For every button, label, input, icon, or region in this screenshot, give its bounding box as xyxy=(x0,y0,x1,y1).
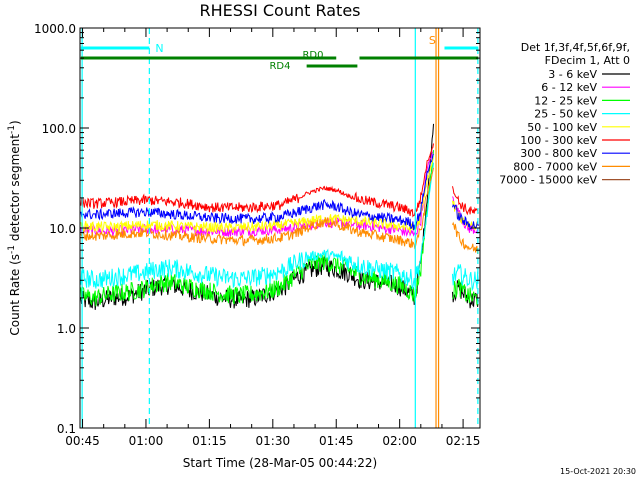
series-line-4-segment-0 xyxy=(80,157,434,234)
series-line-6-segment-1 xyxy=(452,203,479,231)
x-tick-label-2: 01:15 xyxy=(192,434,227,448)
series-line-1-segment-1 xyxy=(452,196,479,234)
legend-header-line1: Det 1f,3f,4f,5f,6f,9f, xyxy=(521,41,630,54)
y-tick-label-0: 0.1 xyxy=(57,422,76,436)
legend-label-5: 100 - 300 keV xyxy=(520,134,597,147)
y-axis-label: Count Rate (s-1 detector segment-1) xyxy=(7,120,22,335)
saa-label: S xyxy=(429,34,436,47)
chart-title: RHESSI Count Rates xyxy=(200,1,361,20)
y-axis-label-sup: -1 xyxy=(7,245,17,254)
legend-label-4: 50 - 100 keV xyxy=(527,121,597,134)
timestamp: 15-Oct-2021 20:30 xyxy=(560,467,636,476)
y-axis-label-rest: detector segment xyxy=(8,134,22,245)
legend-label-3: 25 - 50 keV xyxy=(534,108,597,121)
x-tick-label-1: 01:00 xyxy=(129,434,164,448)
legend-label-2: 12 - 25 keV xyxy=(534,94,597,107)
y-tick-label-1: 1.0 xyxy=(57,322,76,336)
y-axis-label-main: Count Rate (s xyxy=(8,254,22,336)
y-axis: 0.1 1.0 10.0 100.0 1000.0 xyxy=(34,22,480,436)
series-line-3-segment-1 xyxy=(452,264,479,292)
series-line-7-segment-0 xyxy=(80,167,434,250)
legend-label-0: 3 - 6 keV xyxy=(548,68,597,81)
y-tick-label-3: 100.0 xyxy=(42,122,76,136)
rd0-label: RD0 xyxy=(302,50,323,61)
x-tick-label-4: 01:45 xyxy=(319,434,354,448)
rd4-label: RD4 xyxy=(269,61,290,72)
legend-label-1: 6 - 12 keV xyxy=(541,81,597,94)
x-tick-label-3: 01:30 xyxy=(256,434,291,448)
x-tick-label-6: 02:15 xyxy=(446,434,481,448)
y-tick-label-2: 10.0 xyxy=(49,222,76,236)
x-axis-label: Start Time (28-Mar-05 00:44:22) xyxy=(183,456,377,470)
y-tick-label-4: 1000.0 xyxy=(34,22,76,36)
legend-label-7: 800 - 7000 keV xyxy=(513,160,597,173)
legend-label-6: 300 - 800 keV xyxy=(520,147,597,160)
series-line-2-segment-1 xyxy=(452,278,479,306)
series-line-5-segment-1 xyxy=(452,186,479,216)
x-tick-label-0: 00:45 xyxy=(65,434,100,448)
x-axis: 00:45 01:00 01:15 01:30 01:45 02:00 02:15 xyxy=(65,28,480,448)
y-axis-label-end: ) xyxy=(8,120,22,125)
legend: Det 1f,3f,4f,5f,6f,9f, FDecim 1, Att 0 3… xyxy=(499,41,630,187)
series-line-1-segment-0 xyxy=(80,150,434,238)
legend-header-line2: FDecim 1, Att 0 xyxy=(545,54,630,67)
night-label: N xyxy=(155,42,163,55)
series-line-7-segment-1 xyxy=(452,221,479,254)
legend-label-8: 7000 - 15000 keV xyxy=(499,174,597,187)
series-line-5-segment-0 xyxy=(80,143,434,218)
y-axis-label-sup2: -1 xyxy=(7,125,17,134)
series-line-3-segment-0 xyxy=(80,162,434,290)
plot-area: N S RD0 RD4 xyxy=(80,28,479,428)
series-line-6-segment-0 xyxy=(80,153,434,231)
series-line-2-segment-0 xyxy=(80,150,434,307)
x-tick-label-5: 02:00 xyxy=(382,434,417,448)
